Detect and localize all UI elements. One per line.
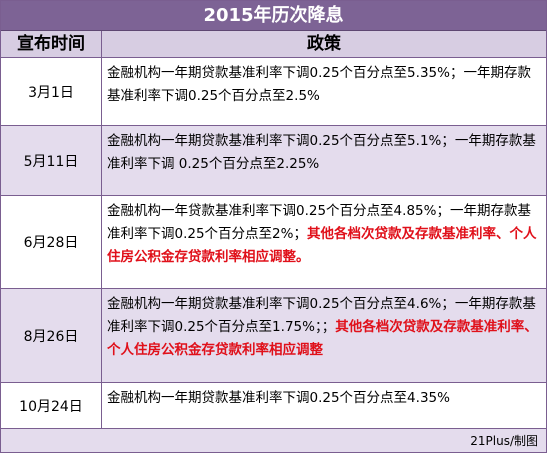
table-row: 3月1日 金融机构一年期贷款基准利率下调0.25个百分点至5.35%；一年期存款… [1,58,546,126]
row-date: 8月26日 [1,289,102,382]
policy-text: 金融机构一年期贷款基准利率下调0.25个百分点至5.1%；一年期存款基准利率下调… [107,133,536,172]
header-policy: 政策 [102,31,546,58]
row-date: 3月1日 [1,58,102,125]
policy-text: 金融机构一年期贷款基准利率下调0.25个百分点至4.6%；一年期存款基准利率下调… [107,296,536,335]
policy-text: 金融机构一年贷款基准利率下调0.25个百分点至4.85%；一年期存款基准利率下调… [107,203,531,242]
table-row: 10月24日 金融机构一年期贷款基准利率下调0.25个百分点至4.35% [1,383,546,429]
row-policy: 金融机构一年期贷款基准利率下调0.25个百分点至5.1%；一年期存款基准利率下调… [107,130,542,176]
policy-text: 金融机构一年期贷款基准利率下调0.25个百分点至5.35%；一年期存款基准利率下… [107,65,531,104]
row-policy: 金融机构一年期贷款基准利率下调0.25个百分点至4.6%；一年期存款基准利率下调… [107,293,542,362]
table-row: 5月11日 金融机构一年期贷款基准利率下调0.25个百分点至5.1%；一年期存款… [1,126,546,196]
policy-highlight: 其他各档次贷款及存款基准利率、个人住房公积金存贷款利率相应调整。 [107,226,537,265]
header-date: 宣布时间 [1,31,102,58]
row-policy: 金融机构一年期贷款基准利率下调0.25个百分点至5.35%；一年期存款基准利率下… [107,62,542,108]
row-date: 5月11日 [1,126,102,195]
table-row: 6月28日 金融机构一年贷款基准利率下调0.25个百分点至4.85%；一年期存款… [1,196,546,289]
row-policy: 金融机构一年期贷款基准利率下调0.25个百分点至4.35% [107,387,542,410]
table-title: 2015年历次降息 [1,1,546,31]
row-date: 6月28日 [1,196,102,288]
policy-text: 金融机构一年期贷款基准利率下调0.25个百分点至4.35% [107,390,450,406]
row-policy: 金融机构一年贷款基准利率下调0.25个百分点至4.85%；一年期存款基准利率下调… [107,200,542,269]
table-row: 8月26日 金融机构一年期贷款基准利率下调0.25个百分点至4.6%；一年期存款… [1,289,546,383]
policy-highlight: 其他各档次贷款及存款基准利率、个人住房公积金存贷款利率相应调整 [107,319,538,358]
table-footer: 21Plus/制图 [1,429,546,452]
credit-text: 21Plus/制图 [470,434,538,448]
row-date: 10月24日 [1,383,102,428]
